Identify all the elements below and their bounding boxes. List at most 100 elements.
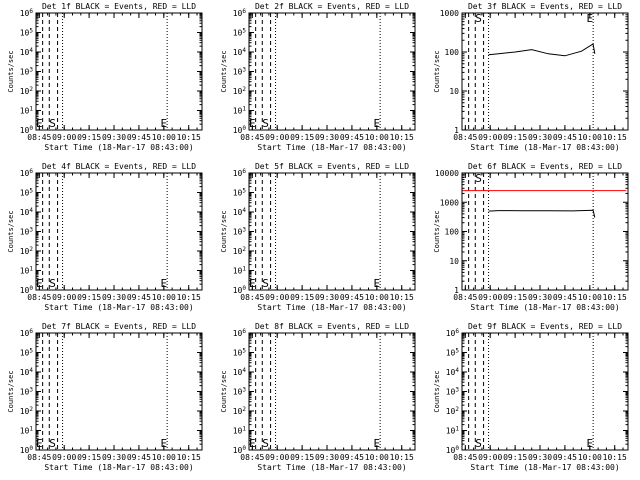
event-marker-label: E xyxy=(161,277,168,290)
event-marker-label: E xyxy=(161,117,168,130)
plot-frame xyxy=(35,332,203,451)
y-tick-label: 101 xyxy=(20,266,34,276)
panel-title: Det 4f BLACK = Events, RED = LLD xyxy=(42,162,196,171)
y-tick-label: 104 xyxy=(20,207,34,217)
x-tick-label: 09:30 xyxy=(528,453,552,462)
x-tick-label: 10:00 xyxy=(152,453,176,462)
x-tick-label: 10:15 xyxy=(390,293,414,302)
event-marker-label: S xyxy=(262,277,269,290)
y-axis-label: Counts/sec xyxy=(433,50,441,92)
x-tick-label: 10:15 xyxy=(177,453,201,462)
x-tick-label: 10:15 xyxy=(390,453,414,462)
x-tick-label: 08:45 xyxy=(27,133,51,142)
x-tick-label: 09:00 xyxy=(52,453,76,462)
detector-panel: Det 5f BLACK = Events, RED = LLD Counts/s… xyxy=(220,162,416,312)
y-tick-label: 105 xyxy=(20,348,34,358)
y-tick-label: 104 xyxy=(233,367,247,377)
detector-panel: Det 1f BLACK = Events, RED = LLD Counts/s… xyxy=(7,2,203,152)
x-tick-label: 09:15 xyxy=(503,293,527,302)
event-marker-label: E xyxy=(36,437,43,450)
plot-frame xyxy=(248,332,416,451)
detector-panel: Det 8f BLACK = Events, RED = LLD Counts/s… xyxy=(220,322,416,472)
y-tick-label: 102 xyxy=(233,86,247,96)
panel-title: Det 1f BLACK = Events, RED = LLD xyxy=(42,2,196,11)
event-marker-label: S xyxy=(475,172,482,185)
x-axis-label: Start Time (18-Mar-17 08:43:00) xyxy=(470,143,619,152)
x-axis-label: Start Time (18-Mar-17 08:43:00) xyxy=(257,463,406,472)
x-tick-label: 09:30 xyxy=(315,453,339,462)
event-marker-label: E xyxy=(374,117,381,130)
y-tick-label: 105 xyxy=(446,348,460,358)
y-tick-label: 104 xyxy=(233,207,247,217)
x-tick-label: 09:45 xyxy=(340,133,364,142)
plot-frame xyxy=(35,172,203,291)
x-tick-label: 09:15 xyxy=(290,293,314,302)
y-tick-label: 100 xyxy=(20,125,34,135)
panel-title: Det 3f BLACK = Events, RED = LLD xyxy=(468,2,622,11)
x-tick-label: 08:45 xyxy=(27,293,51,302)
plot-frame xyxy=(461,332,629,451)
y-tick-label: 106 xyxy=(233,168,247,178)
events-series-line xyxy=(488,43,596,57)
y-tick-label: 102 xyxy=(20,86,34,96)
x-axis-label: Start Time (18-Mar-17 08:43:00) xyxy=(257,143,406,152)
y-tick-label: 103 xyxy=(20,227,34,237)
event-marker-label: E xyxy=(374,437,381,450)
y-tick-label: 104 xyxy=(446,367,460,377)
x-tick-label: 08:45 xyxy=(453,133,477,142)
x-axis-label: Start Time (18-Mar-17 08:43:00) xyxy=(44,303,193,312)
panel-title: Det 2f BLACK = Events, RED = LLD xyxy=(255,2,409,11)
y-tick-label: 102 xyxy=(20,406,34,416)
x-tick-label: 10:00 xyxy=(152,133,176,142)
y-tick-label: 106 xyxy=(446,328,460,338)
x-tick-label: 08:45 xyxy=(240,293,264,302)
y-tick-label: 104 xyxy=(20,367,34,377)
y-tick-label: 1000 xyxy=(440,9,459,18)
x-tick-label: 09:45 xyxy=(553,293,577,302)
event-marker-label: S xyxy=(475,12,482,25)
x-tick-label: 09:00 xyxy=(478,293,502,302)
x-tick-label: 09:00 xyxy=(265,293,289,302)
x-tick-label: 09:45 xyxy=(553,133,577,142)
y-tick-label: 101 xyxy=(20,426,34,436)
panel-title: Det 7f BLACK = Events, RED = LLD xyxy=(42,322,196,331)
x-tick-label: 10:00 xyxy=(365,453,389,462)
y-tick-label: 10000 xyxy=(435,169,459,178)
y-tick-label: 106 xyxy=(20,168,34,178)
detector-panel: Det 3f BLACK = Events, RED = LLD Counts/s… xyxy=(433,2,629,152)
y-tick-label: 105 xyxy=(233,188,247,198)
y-tick-label: 102 xyxy=(20,246,34,256)
x-tick-label: 10:00 xyxy=(578,453,602,462)
event-marker-label: E xyxy=(587,437,594,450)
y-tick-label: 1 xyxy=(454,126,459,135)
x-tick-label: 09:30 xyxy=(528,293,552,302)
x-tick-label: 09:45 xyxy=(553,453,577,462)
x-tick-label: 10:15 xyxy=(603,133,627,142)
x-tick-label: 09:15 xyxy=(290,133,314,142)
y-axis-label: Counts/sec xyxy=(433,370,441,412)
y-tick-label: 100 xyxy=(446,445,460,455)
y-tick-label: 105 xyxy=(20,188,34,198)
y-tick-label: 10 xyxy=(449,257,459,266)
y-tick-label: 1000 xyxy=(440,198,459,207)
x-tick-label: 10:15 xyxy=(177,293,201,302)
y-tick-label: 100 xyxy=(20,445,34,455)
x-tick-label: 09:15 xyxy=(77,293,101,302)
y-tick-label: 103 xyxy=(233,67,247,77)
x-tick-label: 10:15 xyxy=(603,453,627,462)
y-tick-label: 10 xyxy=(449,87,459,96)
x-tick-label: 10:15 xyxy=(390,133,414,142)
x-tick-label: 10:00 xyxy=(365,293,389,302)
plot-frame xyxy=(248,172,416,291)
plot-frame xyxy=(35,12,203,131)
y-tick-label: 106 xyxy=(233,8,247,18)
y-tick-label: 100 xyxy=(445,48,460,57)
y-axis-label: Counts/sec xyxy=(220,210,228,252)
x-tick-label: 09:45 xyxy=(340,453,364,462)
detector-panel: Det 4f BLACK = Events, RED = LLD Counts/s… xyxy=(7,162,203,312)
panel-title: Det 9f BLACK = Events, RED = LLD xyxy=(468,322,622,331)
x-tick-label: 09:15 xyxy=(77,453,101,462)
y-tick-label: 101 xyxy=(233,266,247,276)
event-marker-label: S xyxy=(49,277,56,290)
x-tick-label: 09:15 xyxy=(503,133,527,142)
